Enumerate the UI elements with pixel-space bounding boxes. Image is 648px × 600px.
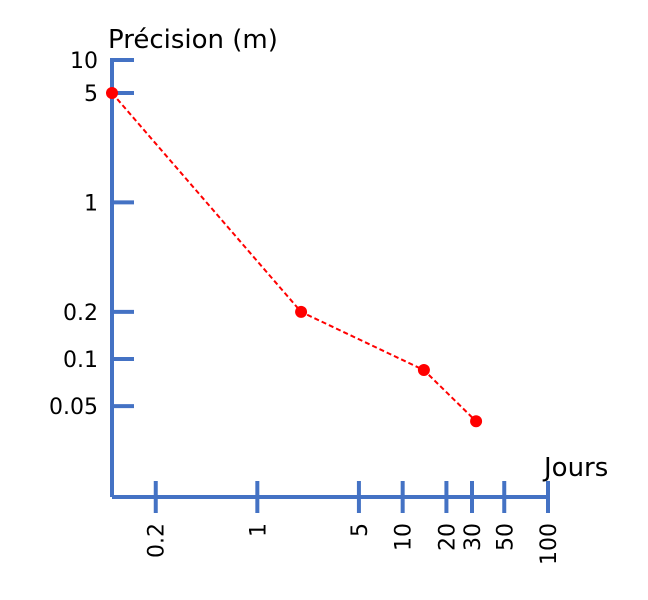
x-tick-label-0: 0.2: [145, 523, 170, 558]
y-tick-label-5: 0.05: [49, 395, 98, 420]
x-tick-label-6: 50: [493, 523, 518, 551]
data-point-0-1: [295, 305, 308, 318]
x-tick-label-1: 1: [246, 523, 271, 537]
x-tick-label-5: 30: [461, 523, 486, 551]
y-ticks: 10 5 1 0.2 0.1 0.05: [49, 49, 134, 420]
y-tick-label-3: 0.2: [63, 301, 98, 326]
x-tick-label-2: 5: [348, 523, 373, 537]
y-tick-label-0: 10: [70, 49, 98, 74]
x-tick-label-7: 100: [537, 523, 562, 565]
x-tick-label-3: 10: [392, 523, 417, 551]
x-ticks: 0.2 1 5 10 20 30 50 100: [145, 481, 562, 565]
data-point-0-3: [470, 415, 483, 428]
y-axis-title: Précision (m): [108, 25, 278, 55]
y-tick-label-1: 5: [84, 82, 98, 107]
y-tick-label-2: 1: [84, 191, 98, 216]
axes: [110, 60, 548, 499]
x-tick-label-4: 20: [435, 523, 460, 551]
data-point-0-2: [417, 364, 430, 377]
series-group: [106, 87, 483, 428]
series-line-0: [111, 92, 477, 423]
x-axis-title: Jours: [542, 453, 608, 483]
y-tick-label-4: 0.1: [63, 348, 98, 373]
data-point-0-0: [106, 87, 118, 99]
